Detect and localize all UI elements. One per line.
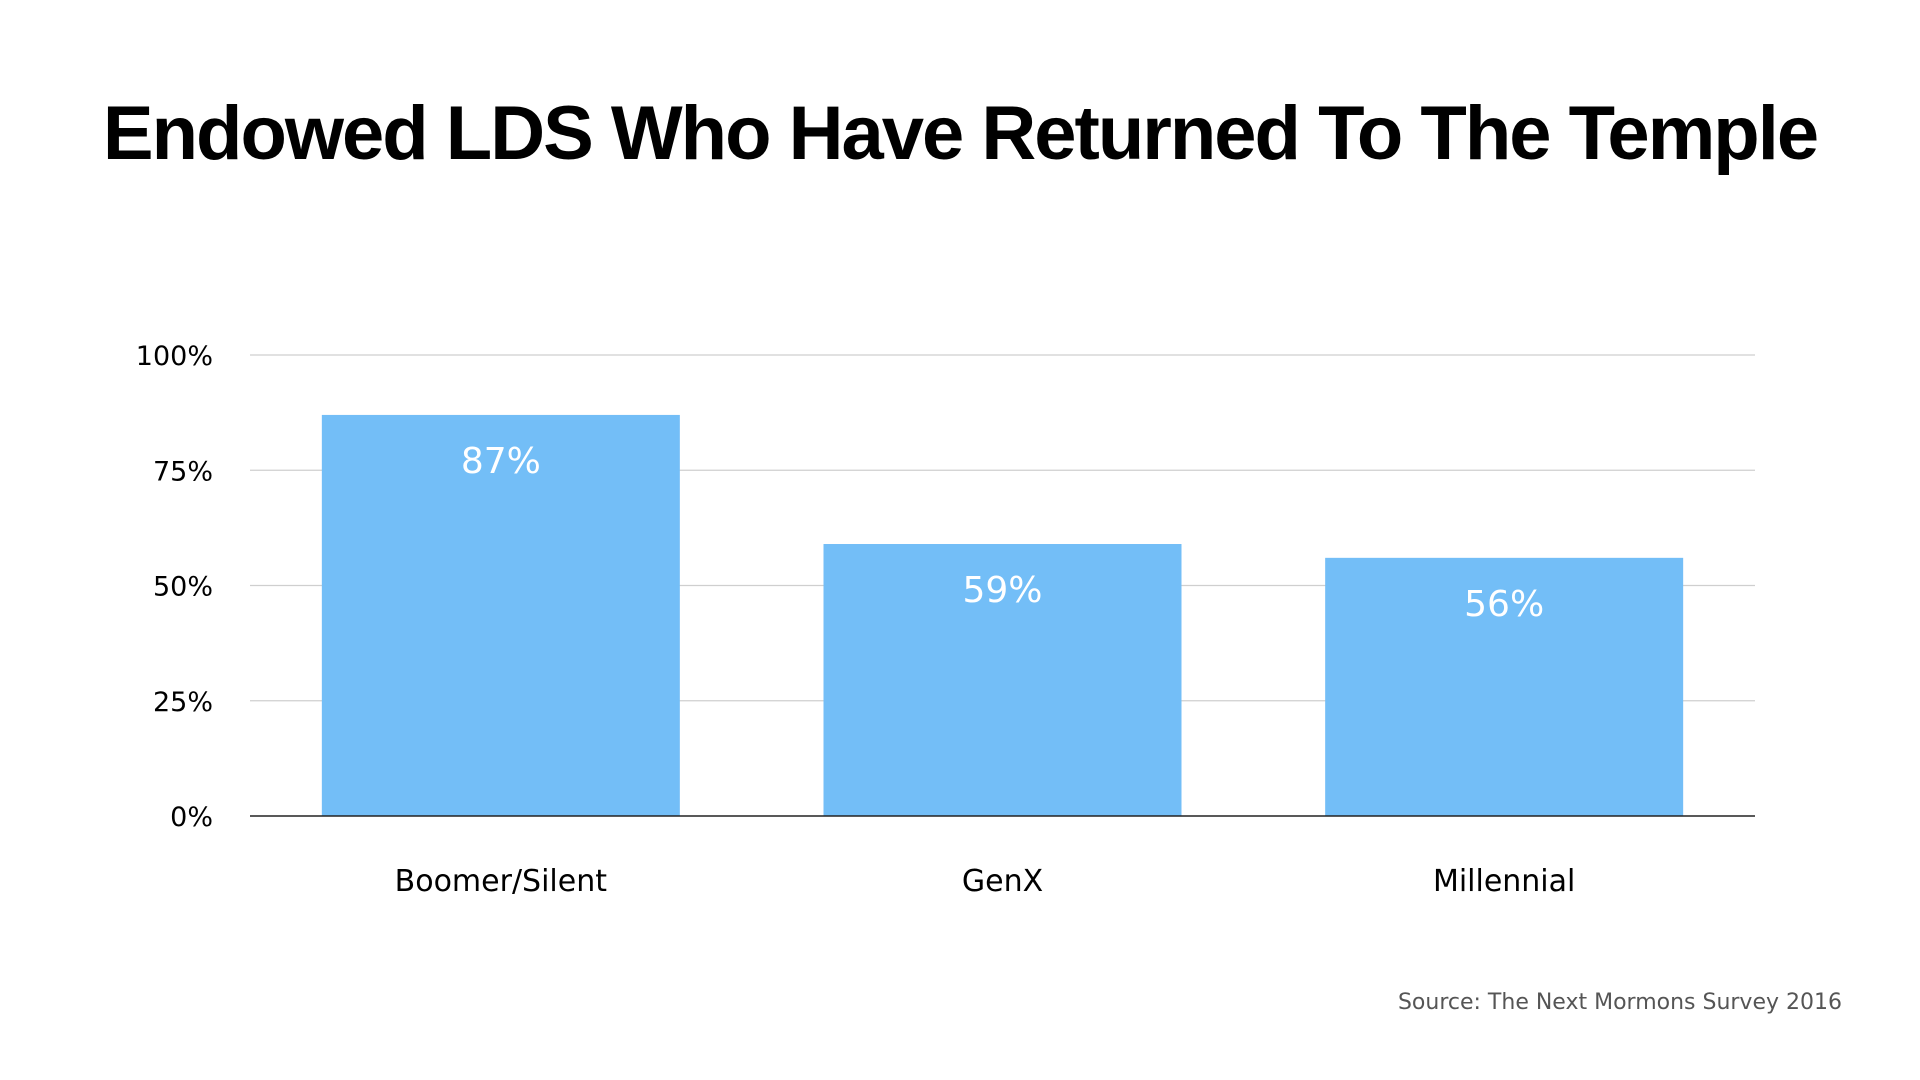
- y-tick-label: 100%: [136, 341, 213, 372]
- bar: [321, 414, 680, 816]
- bars: [321, 414, 1684, 816]
- y-tick-label: 0%: [170, 802, 213, 833]
- chart-title: Endowed LDS Who Have Returned To The Tem…: [102, 91, 1819, 176]
- y-tick-label: 50%: [153, 572, 213, 603]
- y-tick-label: 75%: [153, 456, 213, 487]
- source-note: Source: The Next Mormons Survey 2016: [1397, 990, 1842, 1015]
- data-label: 87%: [461, 441, 541, 482]
- data-labels: 87% 59% 56%: [461, 441, 1544, 625]
- x-tick-label: Millennial: [1433, 864, 1575, 899]
- data-label: 59%: [962, 570, 1042, 611]
- y-axis-ticks: 0% 25% 50% 75% 100%: [136, 341, 213, 833]
- x-tick-label: Boomer/Silent: [395, 864, 608, 899]
- x-tick-label: GenX: [962, 864, 1043, 899]
- bar: [1325, 557, 1684, 816]
- y-tick-label: 25%: [153, 687, 213, 718]
- data-label: 56%: [1464, 584, 1544, 625]
- bar: [823, 544, 1182, 816]
- x-axis-ticks: Boomer/Silent GenX Millennial: [395, 864, 1576, 899]
